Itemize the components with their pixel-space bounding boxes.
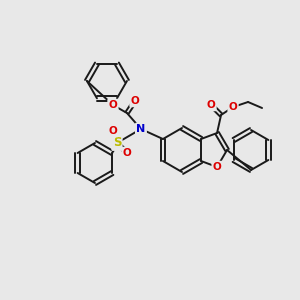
Text: O: O xyxy=(123,148,131,158)
Text: O: O xyxy=(109,100,117,110)
Text: O: O xyxy=(109,126,117,136)
Text: O: O xyxy=(213,162,221,172)
Text: S: S xyxy=(113,136,121,149)
Text: O: O xyxy=(229,102,237,112)
Text: O: O xyxy=(130,96,139,106)
Text: N: N xyxy=(136,124,146,134)
Text: O: O xyxy=(207,100,215,110)
